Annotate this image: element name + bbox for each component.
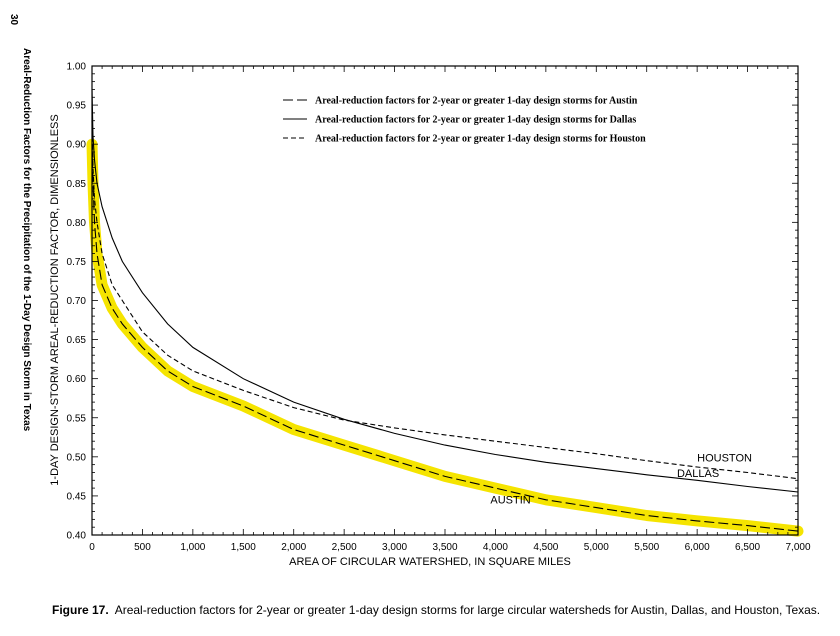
legend-label-austin: Areal-reduction factors for 2-year or gr… (315, 96, 638, 107)
curve-label-houston: HOUSTON (697, 453, 752, 465)
y-tick-label: 0.55 (67, 413, 87, 424)
x-tick-label: 0 (89, 542, 95, 553)
x-tick-label: 6,500 (735, 542, 760, 553)
y-tick-label: 0.65 (67, 335, 87, 346)
y-axis-title: 1-DAY DESIGN-STORM AREAL-REDUCTION FACTO… (49, 114, 61, 485)
x-tick-label: 7,000 (785, 542, 810, 553)
x-tick-label: 1,000 (180, 542, 205, 553)
y-tick-label: 0.90 (67, 140, 87, 151)
y-tick-label: 0.50 (67, 452, 87, 463)
series-line-dallas (91, 89, 799, 493)
y-tick-label: 0.85 (67, 179, 87, 190)
caption-label: Figure 17. (52, 603, 109, 617)
series-line-houston (91, 120, 799, 480)
y-tick-label: 0.40 (67, 531, 87, 542)
series-line-austin (91, 144, 799, 532)
x-tick-label: 3,000 (382, 542, 407, 553)
y-tick-label: 0.80 (67, 218, 87, 229)
legend-label-dallas: Areal-reduction factors for 2-year or gr… (315, 115, 636, 126)
x-tick-label: 3,500 (432, 542, 457, 553)
x-tick-label: 2,000 (281, 542, 306, 553)
curve-label-austin: AUSTIN (490, 495, 530, 507)
y-tick-label: 0.70 (67, 296, 87, 307)
x-tick-label: 1,500 (231, 542, 256, 553)
caption-text: Areal-reduction factors for 2-year or gr… (114, 603, 821, 617)
legend-label-houston: Areal-reduction factors for 2-year or gr… (315, 134, 646, 145)
x-tick-label: 500 (134, 542, 151, 553)
x-tick-label: 4,500 (533, 542, 558, 553)
y-tick-label: 0.95 (67, 101, 87, 112)
x-tick-label: 6,000 (685, 542, 710, 553)
y-tick-label: 0.60 (67, 374, 87, 385)
legend: Areal-reduction factors for 2-year or gr… (283, 96, 646, 145)
x-tick-label: 5,500 (634, 542, 659, 553)
y-tick-label: 0.45 (67, 491, 87, 502)
x-axis-title: AREA OF CIRCULAR WATERSHED, IN SQUARE MI… (289, 556, 571, 568)
x-tick-label: 4,000 (483, 542, 508, 553)
y-tick-label: 0.75 (67, 257, 87, 268)
y-tick-label: 1.00 (67, 62, 87, 73)
x-tick-label: 2,500 (332, 542, 357, 553)
x-tick-label: 5,000 (584, 542, 609, 553)
curve-label-dallas: DALLAS (677, 468, 719, 480)
figure-caption: Figure 17. Areal-reduction factors for 2… (52, 603, 820, 617)
